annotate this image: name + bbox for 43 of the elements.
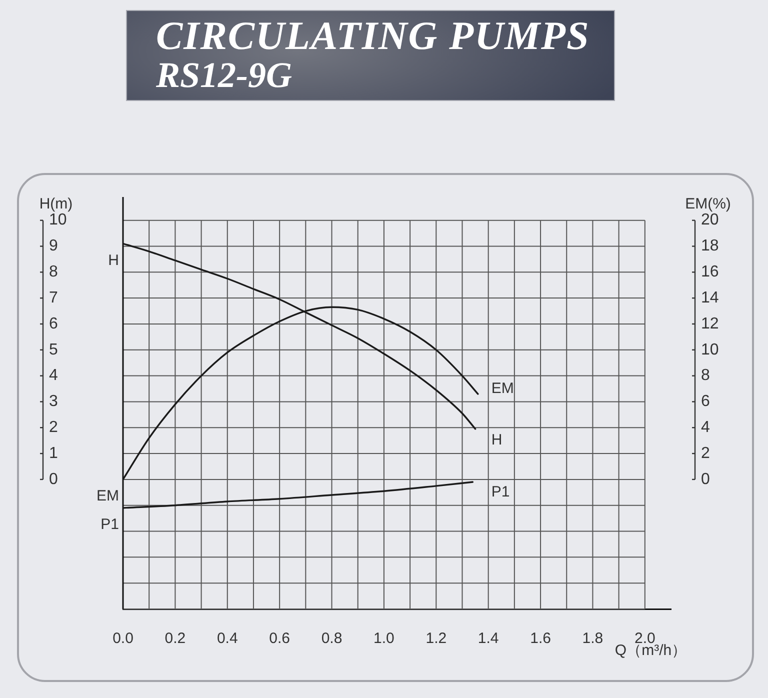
y-tick-label: 8 — [49, 264, 58, 281]
series-label: EM — [96, 488, 119, 505]
y2-tick-label: 2 — [701, 444, 710, 462]
y2-tick-label: 10 — [701, 341, 719, 358]
x-tick-label: 0.4 — [216, 630, 238, 648]
y2-tick-label: 6 — [701, 393, 710, 410]
y2-tick-label: 20 — [701, 212, 719, 229]
x-tick-label: 0.2 — [164, 630, 186, 648]
x-tick-label: 1.0 — [374, 630, 394, 648]
y-axis-title: H(m) — [39, 195, 73, 212]
y-tick-label: 3 — [49, 393, 58, 410]
y2-tick-label: 4 — [701, 419, 710, 436]
chart-subtitle: RS12-9G — [156, 55, 292, 95]
y-tick-label: 7 — [49, 289, 58, 306]
text: H — [491, 432, 502, 449]
y2-tick-label: 0 — [701, 470, 710, 488]
y-tick-label: 5 — [49, 341, 58, 358]
x-tick-label: 0.8 — [321, 630, 342, 648]
x-tick-label: 0.6 — [269, 630, 290, 648]
x-tick-label: 1.2 — [426, 630, 447, 648]
series-label: P1 — [100, 516, 119, 534]
series-label: H — [108, 252, 119, 269]
text: EM — [491, 380, 514, 397]
x-tick-label: 1.8 — [582, 630, 604, 648]
y-tick-label: 2 — [49, 419, 58, 436]
x-tick-label: 0.0 — [112, 630, 134, 648]
y2-tick-label: 14 — [701, 289, 719, 306]
y-tick-label: 9 — [49, 238, 58, 255]
y-tick-label: 1 — [49, 444, 58, 462]
y-tick-label: 6 — [49, 315, 58, 332]
y2-tick-label: 18 — [701, 238, 719, 255]
y-tick-label: 0 — [49, 470, 58, 488]
x-tick-label: 1.6 — [530, 630, 551, 648]
text: P1 — [491, 484, 510, 501]
y-tick-label: 10 — [49, 212, 67, 229]
x-axis-title: Q（m³/h） — [614, 642, 687, 660]
y-tick-label: 4 — [49, 367, 58, 384]
y2-tick-label: 8 — [701, 367, 710, 384]
x-tick-label: 1.4 — [478, 630, 499, 648]
y2-tick-label: 12 — [701, 315, 719, 332]
y2-tick-label: 16 — [701, 264, 719, 281]
y2-axis-title: EM(%) — [685, 195, 731, 212]
chart-title: CIRCULATING PUMPS — [156, 13, 590, 58]
